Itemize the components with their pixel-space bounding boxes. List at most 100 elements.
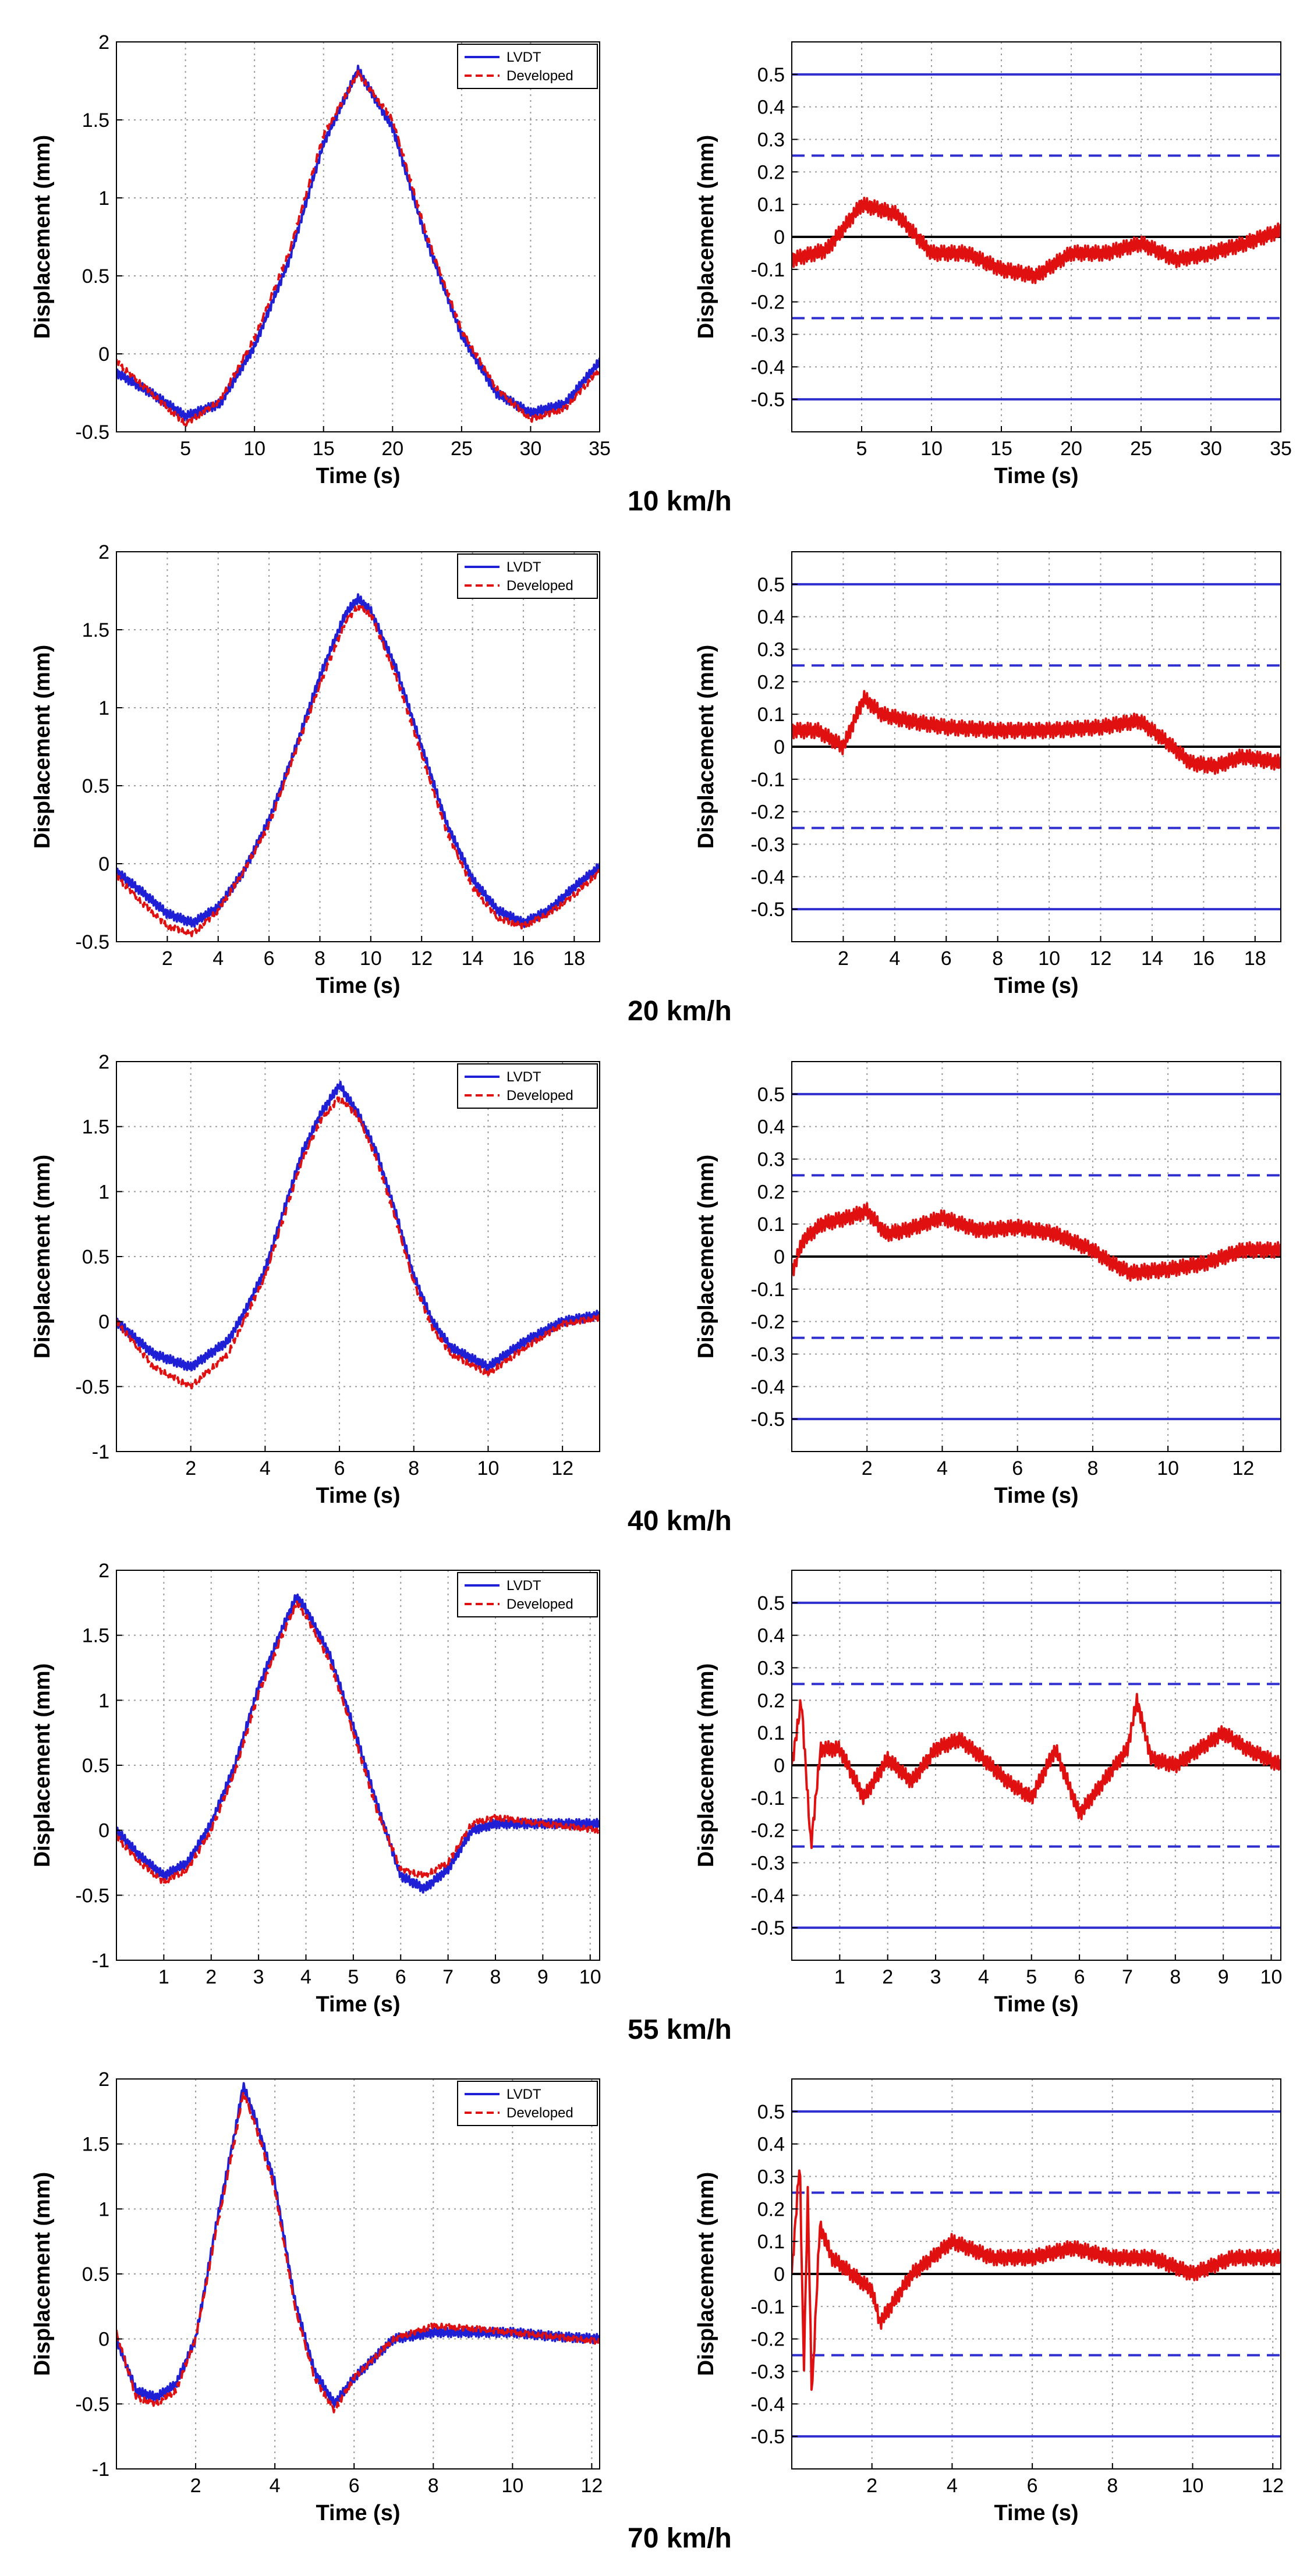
- y-tick-label: -0.1: [750, 1787, 785, 1809]
- chart-3-error: 1 2 3 4 5 6 7 8 9 10 -0.5 -0.4 -0.3 -0.2 -0.1 0 0.1 0.2 0.…: [694, 1570, 1282, 2017]
- y-tick-label: -0.1: [750, 1279, 785, 1301]
- x-tick-label: 14: [462, 948, 484, 970]
- legend-developed-label: Developed: [507, 1596, 573, 1612]
- y-tick-label: -0.4: [750, 1376, 785, 1398]
- x-tick-label: 4: [260, 1457, 271, 1479]
- y-tick-label: 1.5: [82, 2134, 109, 2156]
- x-axis-label: Time (s): [994, 464, 1078, 488]
- chart-4-error: 2 4 6 8 10 12 -0.5 -0.4 -0.3 -0.2 -0.1 0 0.1 0.2 0.3 0.…: [694, 2078, 1284, 2525]
- y-tick-label: 0.3: [757, 1149, 785, 1171]
- y-tick-label: -0.1: [750, 769, 785, 791]
- x-tick-label: 5: [180, 438, 191, 460]
- x-tick-label: 1: [158, 1966, 169, 1988]
- y-tick-label: -0.3: [750, 324, 785, 346]
- y-axis-label: Displacement (mm): [30, 1155, 55, 1359]
- x-tick-label: 10: [360, 948, 382, 970]
- y-tick-label: 0.1: [757, 194, 785, 216]
- x-tick-label: 6: [334, 1457, 345, 1479]
- x-tick-label: 16: [512, 948, 534, 970]
- x-tick-label: 18: [563, 948, 585, 970]
- x-tick-label: 35: [589, 438, 611, 460]
- y-tick-label: -0.3: [750, 1344, 785, 1366]
- x-tick-label: 9: [537, 1966, 548, 1988]
- developed-series-line: [116, 69, 600, 427]
- x-tick-label: 12: [410, 948, 433, 970]
- y-tick-label: 1.5: [82, 619, 109, 641]
- y-tick-label: -0.2: [750, 801, 785, 824]
- y-tick-label: 0.5: [757, 1592, 785, 1615]
- legend-box: [457, 2081, 598, 2126]
- y-tick-label: 1: [98, 697, 109, 719]
- y-tick-label: 2: [98, 1051, 109, 1073]
- y-tick-label: -0.4: [750, 2393, 785, 2415]
- y-axis-label: Displacement (mm): [694, 1155, 718, 1359]
- y-tick-label: 0.2: [757, 1690, 785, 1712]
- series-group: [116, 2082, 600, 2414]
- error-series-line: [792, 1693, 1281, 1849]
- x-tick-label: 8: [428, 2475, 439, 2497]
- x-tick-label: 10: [920, 438, 943, 460]
- y-tick-label: 0.2: [757, 2198, 785, 2220]
- y-tick-label: -0.5: [750, 2426, 785, 2448]
- x-tick-label: 8: [314, 948, 325, 970]
- y-tick-label: 0: [774, 226, 785, 249]
- axes-frame: [116, 551, 600, 942]
- x-tick-label: 3: [253, 1966, 264, 1988]
- y-tick-label: 1: [98, 1690, 109, 1712]
- y-tick-label: 0.5: [757, 64, 785, 86]
- error-series-line: [792, 690, 1281, 775]
- y-tick-label: 0.2: [757, 1181, 785, 1203]
- y-tick-label: -0.3: [750, 2361, 785, 2383]
- y-tick-label: 0.3: [757, 2166, 785, 2188]
- x-axis-label: Time (s): [994, 974, 1078, 998]
- y-tick-label: 0.4: [757, 1625, 785, 1647]
- x-tick-label: 4: [947, 2475, 958, 2497]
- y-tick-label: 1.5: [82, 109, 109, 132]
- y-tick-label: 0.5: [82, 2263, 109, 2286]
- x-tick-label: 5: [348, 1966, 359, 1988]
- y-tick-label: -0.4: [750, 356, 785, 378]
- y-tick-label: -1: [92, 1441, 109, 1463]
- y-tick-label: 0.5: [82, 1246, 109, 1268]
- plot-area: [116, 1570, 600, 1960]
- speed-label-2: 40 km/h: [628, 1506, 732, 1537]
- x-axis-label: Time (s): [316, 1484, 400, 1508]
- legend-lvdt-label: LVDT: [507, 49, 541, 65]
- legend-developed-label: Developed: [507, 1088, 573, 1104]
- speed-label-3: 55 km/h: [628, 2014, 732, 2045]
- series-group: [792, 1693, 1281, 1849]
- y-tick-label: -0.2: [750, 2329, 785, 2351]
- x-tick-label: 2: [862, 1457, 873, 1479]
- series-group: [116, 1080, 600, 1390]
- y-tick-label: -0.2: [750, 1311, 785, 1333]
- y-tick-label: -1: [92, 1950, 109, 1972]
- x-tick-label: 5: [856, 438, 867, 460]
- x-axis-label: Time (s): [316, 974, 400, 998]
- x-tick-label: 2: [882, 1966, 893, 1988]
- legend-developed-label: Developed: [507, 578, 573, 594]
- series-group: [792, 197, 1281, 285]
- legend-box: [457, 1063, 598, 1109]
- x-tick-label: 4: [270, 2475, 281, 2497]
- x-tick-label: 25: [451, 438, 473, 460]
- y-tick-label: 0: [774, 2263, 785, 2286]
- x-tick-label: 7: [1122, 1966, 1133, 1988]
- legend: LVDT Developed: [457, 1572, 598, 1617]
- developed-series-line: [116, 1096, 600, 1390]
- y-axis-label: Displacement (mm): [694, 135, 718, 339]
- chart-2-error: 2 4 6 8 10 12 -0.5 -0.4 -0.3 -0.2 -0.1 0 0.1 0.2 0.3 0.…: [694, 1061, 1281, 1508]
- error-series-line: [792, 1202, 1281, 1282]
- speed-label-1: 20 km/h: [628, 996, 732, 1027]
- legend: LVDT Developed: [457, 1063, 598, 1109]
- lvdt-series-line: [116, 1080, 600, 1372]
- x-tick-label: 8: [1170, 1966, 1181, 1988]
- x-tick-label: 30: [520, 438, 542, 460]
- x-tick-label: 20: [381, 438, 403, 460]
- plot-area: [116, 2079, 600, 2469]
- x-tick-label: 2: [866, 2475, 877, 2497]
- y-tick-label: 0.5: [757, 2101, 785, 2123]
- y-tick-label: 0.5: [757, 1084, 785, 1106]
- y-axis-label: Displacement (mm): [694, 645, 718, 849]
- y-tick-label: 0.4: [757, 2134, 785, 2156]
- x-tick-label: 2: [162, 948, 173, 970]
